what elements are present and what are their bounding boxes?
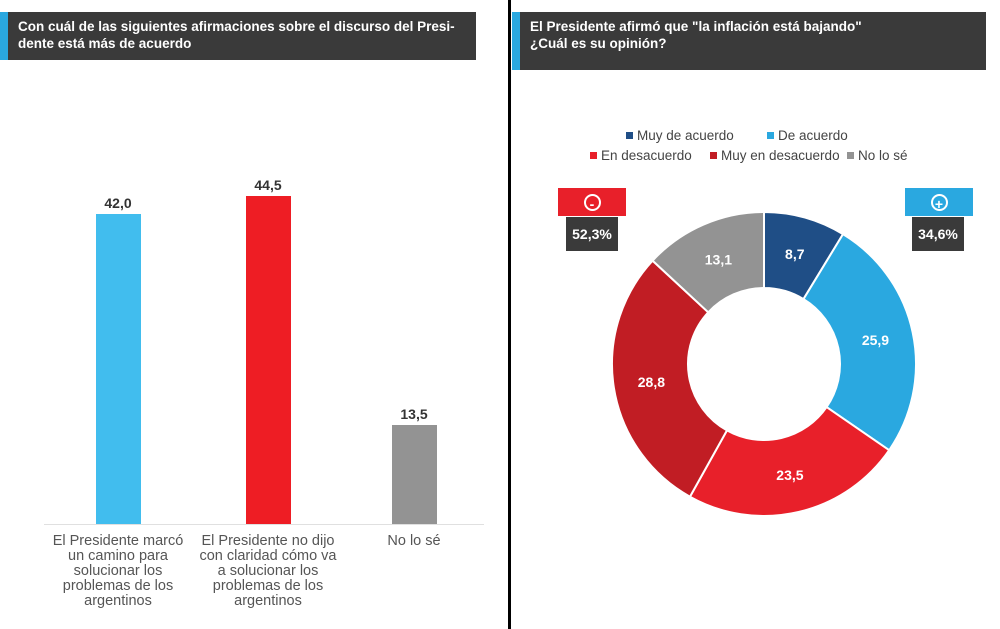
donut-chart-title: El Presidente afirmó que "la inflación e… bbox=[512, 12, 986, 70]
legend-swatch bbox=[767, 132, 774, 139]
donut-chart: 8,7 25,9 23,5 28,8 13,1 bbox=[611, 210, 917, 517]
legend-label: Muy de acuerdo bbox=[637, 128, 734, 143]
legend-swatch bbox=[590, 152, 597, 159]
legend-item: No lo sé bbox=[847, 148, 908, 163]
legend-swatch bbox=[710, 152, 717, 159]
bar bbox=[245, 196, 291, 524]
legend-item: En desacuerdo bbox=[590, 148, 692, 163]
positive-badge-icon: + bbox=[905, 188, 973, 216]
panel-divider bbox=[508, 0, 511, 629]
bar-value-label: 13,5 bbox=[400, 405, 428, 422]
donut-slice bbox=[611, 259, 729, 499]
bar bbox=[95, 214, 141, 524]
donut-title-line2: ¿Cuál es su opinión? bbox=[530, 36, 667, 51]
legend-label: Muy en desacuerdo bbox=[721, 148, 840, 163]
negative-total: 52,3% bbox=[566, 217, 618, 251]
legend-swatch bbox=[847, 152, 854, 159]
bar-category-label: El Presidente marcó un camino para soluc… bbox=[52, 533, 184, 609]
legend-item: De acuerdo bbox=[767, 128, 848, 143]
legend-item: Muy en desacuerdo bbox=[710, 148, 840, 163]
donut-value-label: 8,7 bbox=[785, 246, 805, 262]
positive-total: 34,6% bbox=[912, 217, 964, 251]
donut-slice bbox=[651, 210, 765, 314]
legend-swatch bbox=[626, 132, 633, 139]
donut-slice bbox=[802, 232, 917, 452]
bar-category-label: El Presidente no dijo con claridad cómo … bbox=[199, 533, 337, 609]
legend-label: En desacuerdo bbox=[601, 148, 692, 163]
bar-category-label: No lo sé bbox=[387, 533, 441, 549]
donut-value-label: 25,9 bbox=[862, 332, 889, 348]
donut-value-label: 28,8 bbox=[638, 374, 665, 390]
legend-item: Muy de acuerdo bbox=[626, 128, 734, 143]
donut-slice bbox=[688, 405, 891, 517]
negative-badge-icon: - bbox=[558, 188, 626, 216]
donut-value-label: 13,1 bbox=[705, 252, 732, 268]
donut-chart-panel: El Presidente afirmó que "la inflación e… bbox=[512, 0, 1000, 629]
bar-chart-title: Con cuál de las siguientes afirmaciones … bbox=[0, 12, 476, 60]
donut-value-label: 23,5 bbox=[776, 467, 803, 483]
legend-label: No lo sé bbox=[858, 148, 908, 163]
plus-icon: + bbox=[930, 193, 948, 212]
donut-title-line1: El Presidente afirmó que "la inflación e… bbox=[530, 19, 862, 34]
minus-icon: - bbox=[583, 193, 601, 212]
legend-label: De acuerdo bbox=[778, 128, 848, 143]
bar-baseline bbox=[44, 524, 484, 525]
bar-chart-panel: Con cuál de las siguientes afirmaciones … bbox=[0, 12, 484, 609]
bar-value-label: 44,5 bbox=[254, 177, 282, 194]
bar-value-label: 42,0 bbox=[104, 195, 132, 212]
bar bbox=[391, 424, 437, 524]
